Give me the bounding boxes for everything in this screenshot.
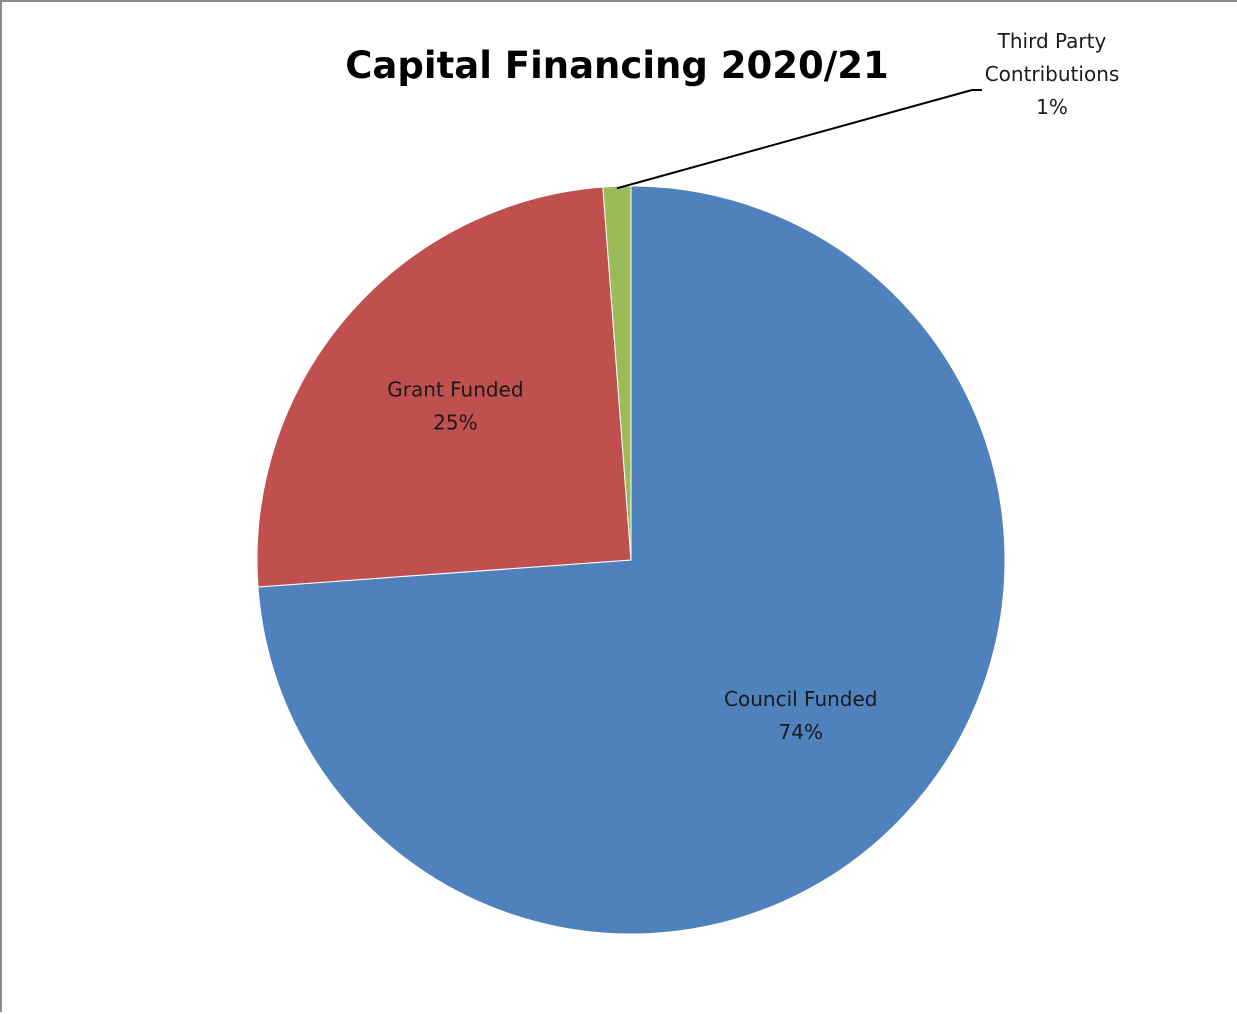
pie-slices [256, 185, 1006, 935]
leader-line-third-party-contributions [616, 89, 982, 190]
pie-slice-grant-funded [256, 186, 632, 588]
chart-title: Capital Financing 2020/21 [345, 44, 888, 87]
data-label-council-funded: Council Funded 74% [724, 687, 877, 744]
pie-labels: Council Funded 74% Grant Funded 25% Third Pa… [387, 29, 1119, 744]
data-label-third-party-contributions: Third Party Contributions 1% [985, 29, 1120, 119]
data-label-grant-funded: Grant Funded 25% [387, 378, 523, 435]
pie-slice-third-party-contributions [602, 185, 632, 561]
